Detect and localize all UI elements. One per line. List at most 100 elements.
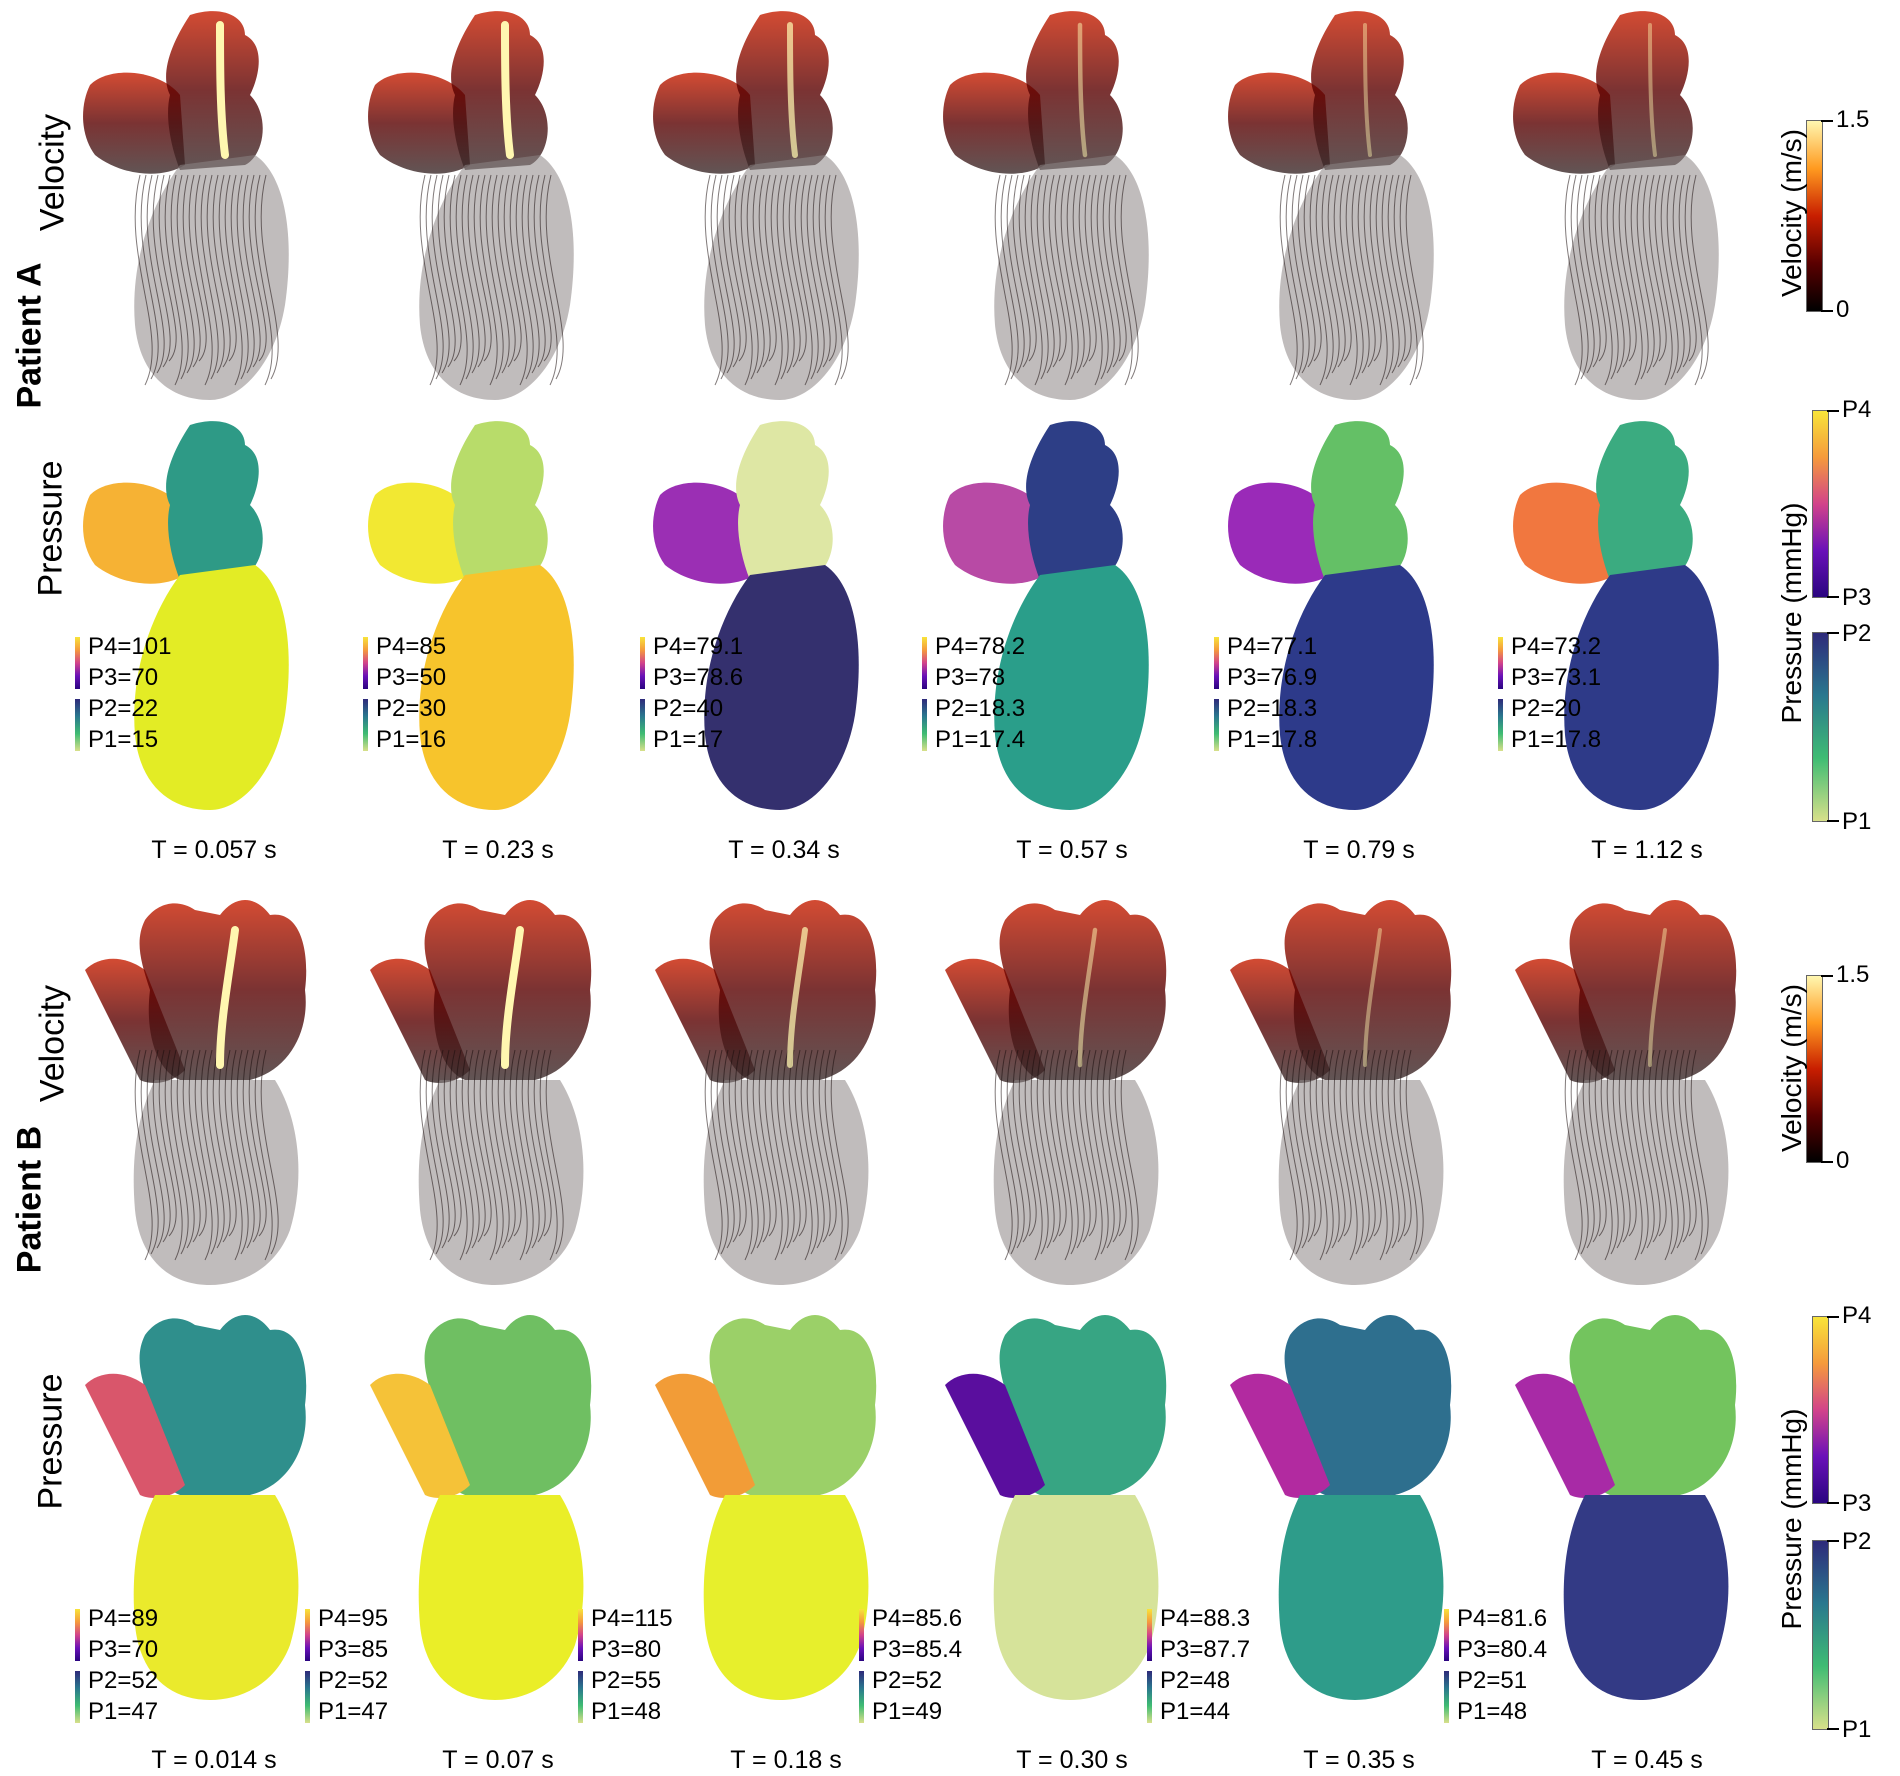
velocity-render — [355, 880, 635, 1290]
velocity-render — [1500, 880, 1780, 1290]
pressure-colorbar-plasma — [1812, 1316, 1829, 1504]
time-label: T = 0.30 s — [1016, 1746, 1128, 1774]
velocity-max-label: 1.5 — [1836, 106, 1870, 133]
colorbar-tick — [1821, 1161, 1833, 1163]
vessel-flow-region — [1596, 11, 1693, 171]
atrium-surface — [945, 1373, 1045, 1498]
pressure-panel — [368, 421, 574, 810]
velocity-jet — [787, 22, 798, 158]
p1-value: P1=16 — [376, 726, 447, 753]
viridis-legend-bar — [1498, 699, 1503, 751]
atrium-flow-region — [1228, 72, 1330, 174]
pressure-panel — [655, 1315, 877, 1700]
p3-value: P3=73.1 — [1511, 664, 1602, 691]
pressure-legend: P4=89 P3=70 P2=52 P1=47 — [75, 1603, 158, 1727]
plasma-legend-bar — [75, 637, 80, 689]
ventricle-surface — [703, 1495, 869, 1700]
ventricle-flow-region — [994, 155, 1149, 400]
pressure-render — [70, 1295, 350, 1705]
colorbar-tick — [1827, 410, 1839, 412]
p2-value: P2=55 — [591, 1667, 662, 1694]
pressure-panel — [85, 1315, 307, 1700]
viridis-legend-bar — [922, 699, 927, 751]
vessel-surface — [709, 1315, 877, 1495]
streamlines — [994, 1049, 1139, 1261]
streamlines — [1279, 174, 1424, 386]
p4-value: P4=85 — [376, 633, 447, 660]
pressure-row-label-b: Pressure — [31, 1373, 70, 1510]
pressure-render — [1215, 1295, 1495, 1705]
pressure-legend: P4=73.2 P3=73.1 P2=20 P1=17.8 — [1498, 631, 1601, 755]
viridis-legend-bar — [578, 1671, 583, 1723]
plasma-legend-bar — [1444, 1609, 1449, 1661]
p4-value: P4=101 — [88, 633, 172, 660]
p4-value: P4=95 — [318, 1605, 389, 1632]
pressure-colorbar-viridis — [1812, 632, 1829, 822]
time-label: T = 1.12 s — [1591, 836, 1703, 864]
velocity-render — [930, 880, 1210, 1290]
pressure-legend: P4=85.6 P3=85.4 P2=52 P1=49 — [859, 1603, 962, 1727]
p1-value: P1=47 — [88, 1698, 159, 1725]
p4-value: P4=88.3 — [1160, 1605, 1251, 1632]
pressure-render — [930, 415, 1210, 825]
p4-value: P4=77.1 — [1227, 633, 1318, 660]
velocity-panel — [370, 900, 592, 1285]
pressure-legend: P4=95 P3=85 P2=52 P1=47 — [305, 1603, 388, 1727]
p4-value: P4=115 — [591, 1605, 673, 1632]
pressure-render — [1500, 415, 1780, 825]
colorbar-tick — [1821, 975, 1833, 977]
ventricle-surface — [1278, 1495, 1444, 1700]
vessel-flow-region — [709, 900, 877, 1080]
p4-value: P4=85.6 — [872, 1605, 963, 1632]
time-label: T = 0.45 s — [1591, 1746, 1703, 1774]
p3-value: P3=78 — [935, 664, 1006, 691]
p1-value: P1=17.4 — [935, 726, 1026, 753]
atrium-flow-region — [368, 72, 470, 174]
velocity-jet — [787, 927, 808, 1068]
colorbar-tick — [1827, 1316, 1839, 1318]
vessel-surface — [1284, 1315, 1452, 1495]
ventricle-flow-region — [1279, 155, 1434, 400]
time-label: T = 0.57 s — [1016, 836, 1128, 864]
p4-value: P4=78.2 — [935, 633, 1026, 660]
pressure-row-label-a: Pressure — [31, 460, 70, 597]
p3-value: P3=85.4 — [872, 1636, 963, 1663]
velocity-render — [1500, 5, 1780, 415]
velocity-panel — [83, 11, 289, 400]
time-label: T = 0.35 s — [1303, 1746, 1415, 1774]
plasma-legend-bar — [922, 637, 927, 689]
velocity-panel — [655, 900, 877, 1285]
ventricle-flow-region — [134, 155, 289, 400]
velocity-min-label: 0 — [1836, 1147, 1850, 1174]
ventricle-surface — [1564, 565, 1719, 810]
time-label: T = 0.057 s — [151, 836, 277, 864]
p3-value: P3=87.7 — [1160, 1636, 1251, 1663]
p3-label: P3 — [1842, 584, 1872, 611]
pressure-legend: P4=88.3 P3=87.7 P2=48 P1=44 — [1147, 1603, 1250, 1727]
atrium-flow-region — [943, 72, 1045, 174]
p3-value: P3=78.6 — [653, 664, 744, 691]
viridis-legend-bar — [1444, 1671, 1449, 1723]
pressure-render — [1500, 1295, 1780, 1705]
streamlines — [704, 174, 849, 386]
p1-label: P1 — [1842, 808, 1872, 835]
p4-value: P4=89 — [88, 1605, 159, 1632]
streamlines — [994, 174, 1139, 386]
streamlines — [1564, 174, 1709, 386]
velocity-row-label-b: Velocity — [33, 984, 72, 1103]
velocity-render — [70, 5, 350, 415]
pressure-colorbar-plasma — [1812, 410, 1829, 598]
velocity-jet — [1363, 928, 1382, 1067]
p4-value: P4=73.2 — [1511, 633, 1602, 660]
pressure-legend: P4=77.1 P3=76.9 P2=18.3 P1=17.8 — [1214, 631, 1317, 755]
time-label: T = 0.18 s — [730, 1746, 842, 1774]
ventricle-surface — [134, 565, 289, 810]
p3-value: P3=50 — [376, 664, 447, 691]
ventricle-surface — [993, 1495, 1159, 1700]
colorbar-tick — [1821, 120, 1833, 122]
streamlines — [704, 1049, 849, 1261]
p1-value: P1=48 — [591, 1698, 662, 1725]
velocity-panel — [368, 11, 574, 400]
velocity-jet — [1363, 23, 1372, 157]
plasma-legend-bar — [1498, 637, 1503, 689]
